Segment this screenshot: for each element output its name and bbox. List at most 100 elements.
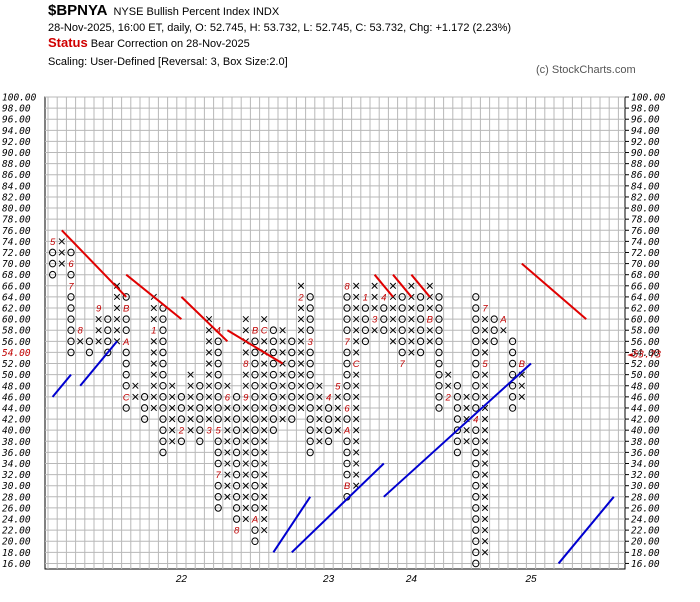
y-tick-label-left: 26.00 [2,503,31,514]
x-box [261,360,268,367]
pnf-column: 3 [371,282,378,334]
month-mark: B [252,326,259,337]
x-box [261,482,268,489]
y-tick-label-left: 60.00 [2,315,31,326]
x-box [353,327,360,334]
resistance-trend-line [180,296,229,343]
o-box [472,459,480,468]
o-box [251,337,259,346]
x-box [353,371,360,378]
o-box [233,515,241,523]
x-box [481,382,489,389]
o-box [251,481,259,490]
x-box [261,515,268,523]
o-box [214,348,222,357]
month-mark: 4 [473,415,478,426]
o-box [269,359,277,368]
x-box [261,404,268,412]
y-tick-label-left: 44.00 [2,403,31,414]
pnf-column: 3 [306,293,314,457]
o-box [104,348,112,357]
y-tick-label-right: 44.00 [631,403,660,414]
o-box [435,370,443,379]
o-box [251,370,259,379]
x-box [408,349,415,356]
y-tick-label-right: 28.00 [631,492,660,503]
pnf-column [435,293,443,412]
pnf-column: 9 [95,304,102,345]
pnf-column: 5 [334,381,341,434]
o-box [196,415,204,423]
y-tick-label-right: 40.00 [631,426,660,437]
x-box [426,304,433,312]
o-box [233,470,241,479]
x-box [261,382,268,389]
o-box [472,504,480,512]
x-box [58,238,65,245]
o-box [159,393,167,401]
y-tick-label-left: 100.00 [2,93,37,104]
o-box [122,315,130,323]
status-text: Bear Correction on 28-Nov-2025 [90,38,250,50]
x-box [353,427,360,434]
x-box [187,393,194,401]
o-box [343,315,351,323]
y-tick-label-left: 98.00 [2,104,31,115]
o-box [306,426,314,434]
o-box [343,381,351,390]
o-box [508,348,517,357]
y-tick-label-left: 94.00 [2,126,31,137]
x-box [481,393,489,401]
y-tick-label-left: 70.00 [2,259,31,270]
x-box [481,504,489,512]
o-box [269,393,277,401]
month-mark: 7 [68,281,74,292]
plot-area [44,96,626,570]
x-box [242,449,249,456]
o-box [435,348,443,357]
x-box [242,315,249,323]
month-mark: B [427,315,434,326]
resistance-trend-line [373,274,394,298]
x-box [205,371,213,378]
o-box [233,393,241,401]
x-box [408,282,415,289]
month-mark: C [261,326,268,337]
o-box [159,359,167,368]
grid [45,96,625,569]
month-mark: 6 [225,392,231,403]
o-box [159,415,167,423]
x-box [187,427,194,434]
o-box [251,493,259,501]
y-tick-label-left: 74.00 [2,237,31,248]
o-box [417,337,425,346]
o-box [288,348,296,357]
x-box [261,526,268,534]
x-box [150,338,157,345]
o-box [159,370,167,379]
x-box [261,460,268,467]
month-mark: 8 [344,281,350,292]
x-box [371,327,378,334]
o-box [214,393,222,401]
x-box [205,415,213,423]
o-box [269,348,277,357]
o-box [472,326,480,335]
o-box [214,448,222,457]
x-box [113,327,121,334]
x-box [224,427,231,434]
x-box [481,427,489,434]
o-box [122,370,130,379]
x-box [113,315,121,323]
pnf-column [196,381,204,446]
o-box [214,504,222,512]
pnf-column: 2 [445,371,452,403]
o-box [361,315,369,323]
y-tick-label-right: 50.00 [631,370,660,381]
pnf-column [408,282,415,356]
x-box [279,404,286,412]
pnf-column [417,293,425,357]
o-box [472,548,480,557]
o-box [361,326,369,335]
o-box [472,393,480,401]
